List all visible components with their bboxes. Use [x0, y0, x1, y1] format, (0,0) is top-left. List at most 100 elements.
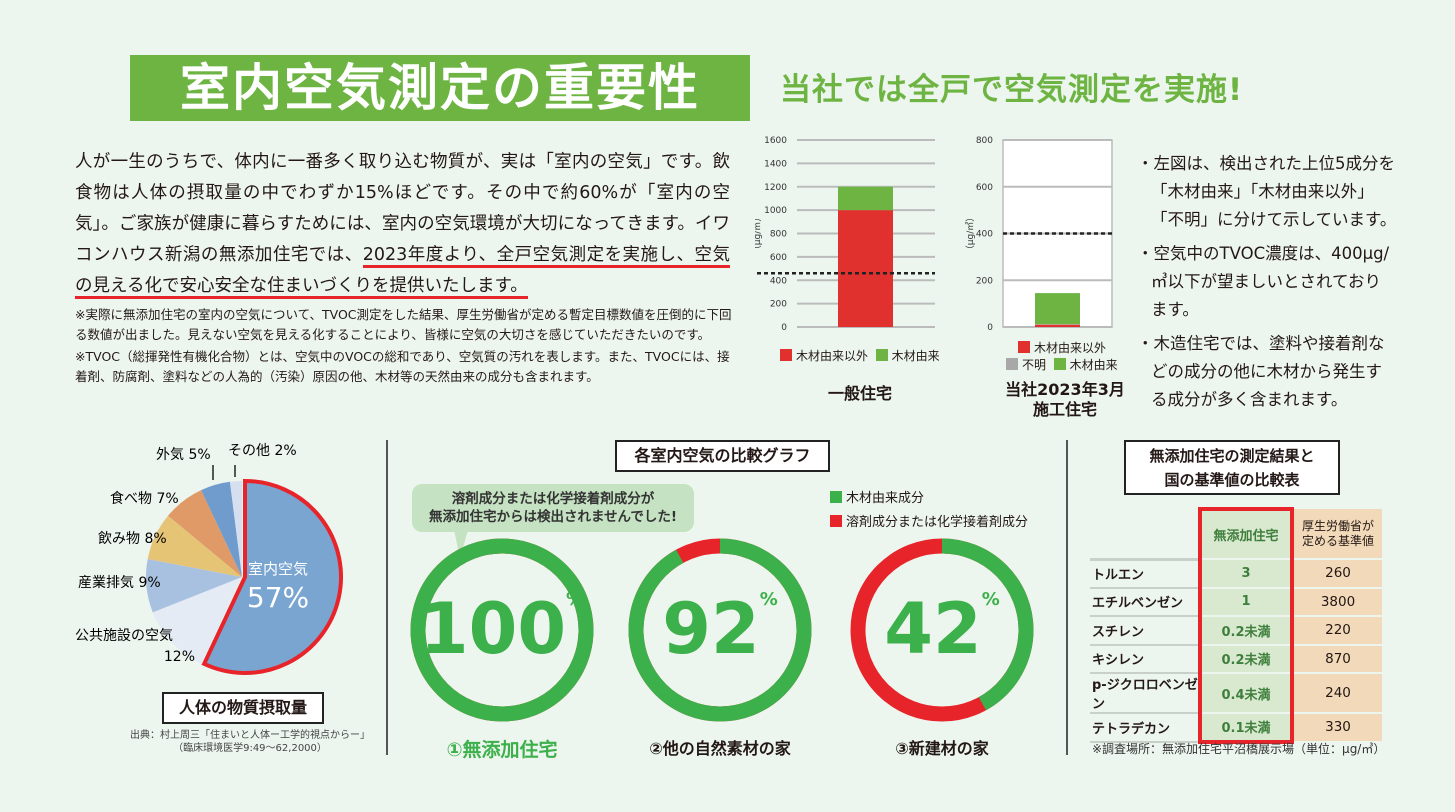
blank-header [1090, 509, 1200, 561]
standard-value: 870 [1290, 644, 1382, 674]
bar1-legend: 木材由来以外 木材由来 [780, 347, 940, 364]
y-tick-label: 1200 [764, 183, 787, 193]
standard-value: 220 [1290, 616, 1382, 646]
divider [386, 440, 388, 755]
bullet: ・木造住宅では、塗料や接着剤などの成分の他に木材から発生する成分が多く含まれます… [1137, 334, 1385, 409]
pie-title: 人体の物質摂取量 [162, 692, 324, 724]
pie-slice-外気 [201, 481, 242, 577]
donut-label: ③新建材の家 [895, 739, 989, 758]
y-tick-label: 600 [976, 183, 993, 193]
note: ※TVOC（総揮発性有機化合物）とは、空気中のVOCの総和であり、空気質の汚れを… [75, 349, 730, 384]
table-row: スチレン 0.2未満 220 [1090, 616, 1382, 646]
mutenka-value: 1 [1198, 587, 1294, 617]
table-row: トルエン 3 260 [1090, 559, 1382, 589]
legend-label: 木材由来以外 [1034, 341, 1107, 355]
table-row: p-ジクロロベンゼン 0.4未満 240 [1090, 673, 1382, 714]
pie-slice-飲み物 [147, 515, 242, 577]
title-line: 国の基準値の比較表 [1164, 471, 1300, 489]
substance-name: エチルベンゼン [1090, 587, 1200, 617]
y-tick-label: 200 [976, 276, 993, 286]
bullet: ・左図は、検出された上位5成分を「木材由来」「木材由来以外」「不明」に分けて示し… [1137, 154, 1397, 229]
bubble-line: 無添加住宅からは検出されませんでした! [428, 509, 678, 525]
standard-value: 260 [1290, 559, 1382, 589]
notes: ※実際に無添加住宅の室内の空気について、TVOC測定をした結果、厚生労働省が定め… [75, 305, 735, 389]
bar1-title: 一般住宅 [827, 384, 892, 403]
standard-value: 330 [1290, 713, 1382, 743]
bar-segment-木材由来 [1035, 293, 1080, 325]
pie-source: 出典：村上周三「住まいと人体ー工学的視点からー」 （臨床環境医学9:49～62,2… [120, 729, 380, 755]
pie-chart: 室内空気 57% 公共施設の空気 12% 産業排気 9% 飲み物 8% 食べ物 7% 外気 5… [75, 443, 343, 675]
table-row: キシレン 0.2未満 870 [1090, 644, 1382, 674]
mutenka-value: 0.1未満 [1198, 713, 1294, 744]
table-footnote: ※調査場所：無添加住宅平沼橋展示場（単位：μg/㎥） [1092, 742, 1386, 756]
pie-slice-その他 [229, 481, 242, 577]
legend-label: 木材由来成分 [846, 491, 925, 506]
donut-legend: 木材由来成分 溶剤成分または化学接着剤成分 [830, 487, 1028, 535]
donut-ring-green [628, 538, 812, 722]
title-line: 無添加住宅の測定結果と [1149, 447, 1315, 465]
divider [1066, 440, 1068, 755]
donut-label: ①無添加住宅 [446, 739, 558, 761]
table-row: エチルベンゼン 1 3800 [1090, 587, 1382, 617]
y-axis-label: （μg/㎥） [755, 213, 763, 254]
mutenka-value: 3 [1198, 559, 1294, 589]
mutenka-value: 0.2未満 [1198, 644, 1294, 674]
title-line: 施工住宅 [1032, 400, 1097, 419]
slice-label: 公共施設の空気 [75, 628, 173, 644]
pie-slice-室内空気 [201, 478, 343, 675]
col-line: 定める基準値 [1301, 533, 1374, 548]
legend-label: 木材由来 [891, 349, 940, 363]
col-standard: 厚生労働省が 定める基準値 [1290, 509, 1382, 560]
y-tick-label: 1000 [764, 206, 787, 216]
substance-name: トルエン [1090, 559, 1200, 589]
pie-slice-食べ物 [168, 490, 242, 577]
slice-value: 12% [164, 649, 195, 665]
table-row: テトラデカン 0.1未満 330 [1090, 713, 1382, 744]
percent-value: 92 [662, 588, 760, 670]
donut-label: ②他の自然素材の家 [649, 739, 791, 758]
comparison-table: 無添加住宅 厚生労働省が 定める基準値 トルエン 3 260 エチルベンゼン 1 3800 スチ… [1090, 507, 1382, 744]
y-tick-label: 1400 [764, 159, 787, 169]
speech-bubble: 溶剤成分または化学接着剤成分が無添加住宅からは検出されませんでした! [412, 484, 694, 558]
percent-sign: % [759, 589, 778, 610]
legend-label: 不明 [1022, 358, 1047, 372]
title-line: 当社2023年3月 [1005, 380, 1125, 399]
donut-percentage: 42% [842, 588, 1042, 670]
bar-segment-木材由来以外 [1035, 324, 1080, 327]
intro-paragraph: 人が一生のうちで、体内に一番多く取り込む物質が、実は「室内の空気」です。飲食物は… [75, 147, 730, 302]
substance-name: スチレン [1090, 616, 1200, 646]
slice-label: 室内空気 [248, 560, 308, 578]
standard-value: 3800 [1290, 587, 1382, 617]
page-subtitle: 当社では全戸で空気測定を実施! [780, 72, 1244, 108]
substance-name: p-ジクロロベンゼン [1090, 673, 1200, 714]
explanation-bullets: ・左図は、検出された上位5成分を「木材由来」「木材由来以外」「不明」に分けて示し… [1137, 150, 1397, 420]
slice-label: 食べ物 7% [110, 490, 179, 507]
bubble-line: 溶剤成分または化学接着剤成分が [451, 491, 655, 507]
compare-title: 各室内空気の比較グラフ [615, 440, 830, 472]
legend-label: 木材由来 [1069, 358, 1118, 372]
donut-charts [410, 538, 1034, 722]
substance-name: テトラデカン [1090, 713, 1200, 743]
mutenka-value: 0.2未満 [1198, 616, 1294, 646]
pie-slice-公共施設の空気 [152, 577, 242, 664]
legend-label: 木材由来以外 [796, 349, 869, 363]
percent-sign: % [566, 589, 585, 610]
bar-charts: 0 200 400 600 800 1000 1200 1400 1600 （μg/㎥） 0 200 4… [755, 136, 1113, 333]
y-tick-label: 200 [770, 300, 787, 310]
percent-value: 42 [884, 588, 982, 670]
legend-swatch [1018, 341, 1030, 353]
mutenka-value: 0.4未満 [1198, 673, 1294, 714]
col-line: 厚生労働省が [1301, 518, 1374, 533]
col-mutenka: 無添加住宅 [1198, 507, 1294, 560]
percent-sign: % [981, 589, 1000, 610]
standard-value: 240 [1290, 673, 1382, 714]
percent-value: 100 [419, 588, 567, 670]
slice-label: その他 2% [228, 443, 297, 459]
slice-value: 57% [247, 581, 309, 614]
y-axis-label: （μg/㎥） [965, 213, 976, 254]
legend-swatch [780, 349, 792, 361]
y-tick-label: 600 [770, 253, 787, 263]
bar2-title: 当社2023年3月 施工住宅 [990, 380, 1140, 420]
y-tick-label: 1600 [764, 136, 787, 146]
bar-segment-木材由来以外 [838, 210, 893, 327]
